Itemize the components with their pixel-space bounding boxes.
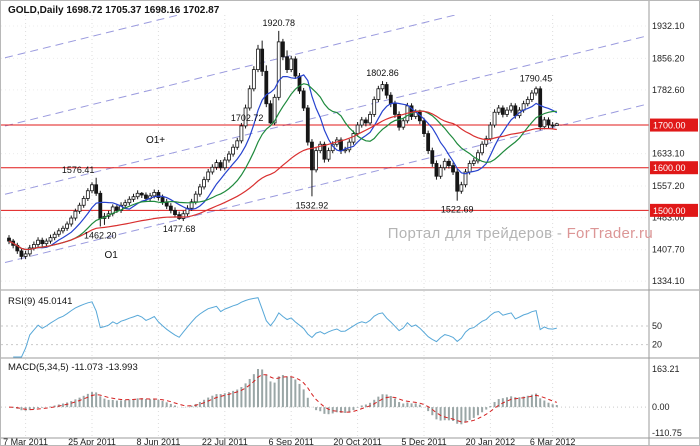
- rsi-axis-label: 50: [652, 321, 662, 331]
- price-axis-label: 1856.20: [652, 53, 685, 63]
- price-annotations: 1576.41 1462.20 1477.68 1702.72 1920.78 1532.…: [62, 18, 552, 241]
- channel-label: O1+: [146, 135, 165, 146]
- x-tick-label: 8 Jun 2011: [136, 437, 180, 446]
- price-axis-label: 1557.20: [652, 181, 685, 191]
- price-level-tag: [650, 203, 698, 217]
- rsi-layer: 50 20: [1, 297, 662, 358]
- price-annotation: 1790.45: [520, 73, 553, 83]
- price-annotation: 1532.92: [296, 200, 329, 210]
- symbol-ohlc-title: GOLD,Daily 1698.72 1705.37 1698.16 1702.…: [8, 5, 220, 16]
- svg-text:1500.00: 1500.00: [653, 206, 686, 216]
- rsi-indicator-label: RSI(9) 45.0141: [8, 296, 73, 307]
- x-tick-label: 7 Mar 2011: [3, 437, 48, 446]
- price-annotation: 1920.78: [262, 18, 295, 28]
- price-axis-label: 1633.10: [652, 149, 685, 159]
- price-level-tag: [650, 118, 698, 132]
- svg-text:1600.00: 1600.00: [653, 163, 686, 173]
- macd-layer: 163.21 0.00 -110.75: [1, 364, 682, 438]
- price-level-tag: [650, 161, 698, 175]
- watermark-prefix: Портал для трейдеров -: [387, 225, 567, 242]
- price-annotation: 1576.41: [62, 165, 95, 175]
- x-tick-label: 6 Sep 2011: [269, 437, 314, 446]
- watermark-brand: ForTrader.ru: [566, 225, 653, 242]
- price-annotation: 1477.68: [163, 224, 196, 234]
- price-level-lines: [1, 124, 649, 211]
- price-axis-label: 1334.10: [652, 276, 685, 286]
- macd-axis-label: -110.75: [652, 428, 682, 438]
- grid-layer: [1, 15, 649, 438]
- x-tick-label: 6 Mar 2012: [530, 437, 576, 446]
- price-axis-label: 1932.10: [652, 21, 685, 31]
- price-axis-label: 1782.60: [652, 85, 685, 95]
- macd-axis-label: 0.00: [652, 402, 670, 412]
- x-tick-label: 20 Oct 2011: [333, 437, 381, 446]
- price-axis-label: 1407.70: [652, 245, 685, 255]
- macd-axis-label: 163.21: [652, 364, 680, 374]
- x-tick-label: 25 Apr 2011: [68, 437, 116, 446]
- rsi-axis-label: 20: [652, 340, 662, 350]
- watermark: Портал для трейдеров - ForTrader.ru: [388, 225, 653, 242]
- price-annotation: 1802.86: [366, 68, 399, 78]
- price-annotation: 1702.72: [231, 113, 264, 123]
- svg-text:1700.00: 1700.00: [653, 121, 686, 131]
- price-annotation: 1462.20: [84, 230, 117, 240]
- x-tick-label: 20 Jan 2012: [466, 437, 516, 446]
- price-annotation: 1522.69: [441, 205, 474, 215]
- x-tick-label: 22 Jul 2011: [202, 437, 248, 446]
- x-tick-label: 5 Dec 2011: [401, 437, 446, 446]
- price-axis: 1932.10 1856.20 1782.60 1633.10 1557.20 1483.…: [650, 21, 698, 286]
- price-axis-label: 1483.00: [652, 213, 685, 223]
- channel-labels: O1+ O1: [104, 135, 165, 261]
- channel-label: O1: [104, 250, 118, 261]
- x-axis-labels: 7 Mar 2011 25 Apr 2011 8 Jun 2011 22 Jul 20…: [3, 437, 576, 446]
- macd-indicator-label: MACD(5,34,5) -11.073 -13.993: [8, 362, 138, 373]
- moving-average-layer: [8, 74, 558, 251]
